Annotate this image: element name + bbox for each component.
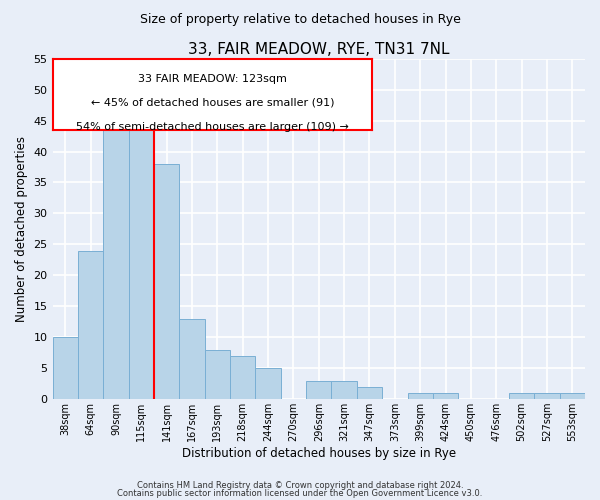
Title: 33, FAIR MEADOW, RYE, TN31 7NL: 33, FAIR MEADOW, RYE, TN31 7NL <box>188 42 449 58</box>
Bar <box>128 127 154 399</box>
Bar <box>205 350 230 399</box>
Bar <box>256 368 281 399</box>
Bar <box>433 393 458 399</box>
Bar <box>509 393 534 399</box>
Bar <box>78 250 103 399</box>
Bar <box>53 338 78 399</box>
Bar <box>331 380 357 399</box>
Bar <box>560 393 585 399</box>
Bar <box>103 127 128 399</box>
Text: Size of property relative to detached houses in Rye: Size of property relative to detached ho… <box>140 12 460 26</box>
Text: Contains HM Land Registry data © Crown copyright and database right 2024.: Contains HM Land Registry data © Crown c… <box>137 480 463 490</box>
Bar <box>357 387 382 399</box>
Y-axis label: Number of detached properties: Number of detached properties <box>15 136 28 322</box>
Bar <box>306 380 331 399</box>
Bar <box>179 318 205 399</box>
Bar <box>154 164 179 399</box>
X-axis label: Distribution of detached houses by size in Rye: Distribution of detached houses by size … <box>182 447 456 460</box>
Bar <box>230 356 256 399</box>
Bar <box>407 393 433 399</box>
Text: Contains public sector information licensed under the Open Government Licence v3: Contains public sector information licen… <box>118 489 482 498</box>
Bar <box>534 393 560 399</box>
